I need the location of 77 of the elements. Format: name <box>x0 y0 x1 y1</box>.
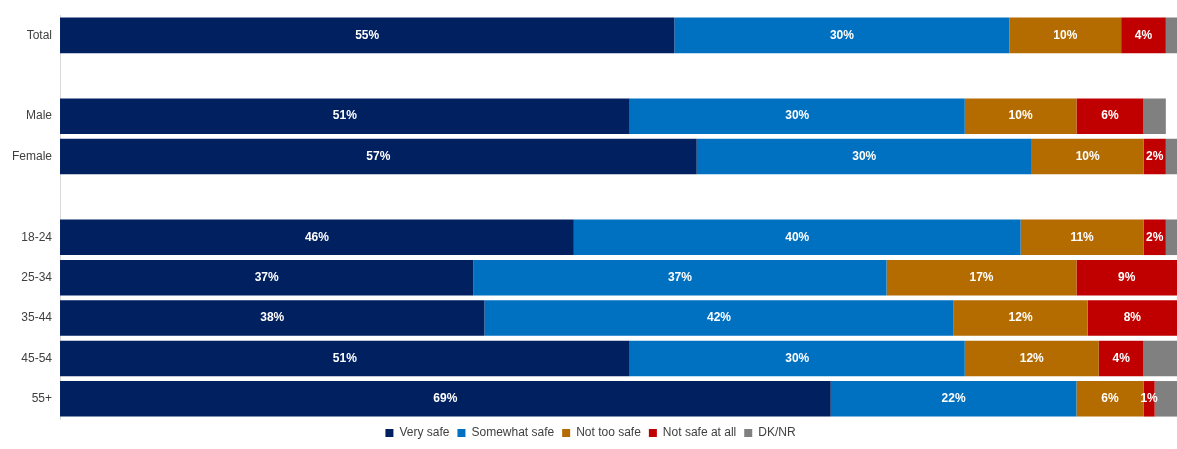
bar <box>964 98 1077 134</box>
data-label: 30% <box>829 27 855 42</box>
y-tick-label: 45-54 <box>21 350 53 365</box>
data-label: 9% <box>1118 269 1136 284</box>
bar <box>1121 17 1166 54</box>
bar <box>1076 259 1177 296</box>
bar <box>1009 17 1122 54</box>
legend-label: Somewhat safe <box>471 425 555 440</box>
bar <box>1165 138 1177 175</box>
data-label: 22% <box>941 391 966 406</box>
y-tick-label: 18-24 <box>21 229 53 244</box>
data-label: 2% <box>1145 229 1164 244</box>
data-label: 12% <box>1019 350 1045 365</box>
data-label: 30% <box>852 148 877 163</box>
bar <box>1020 219 1144 256</box>
bar <box>696 138 1032 175</box>
data-label: 10% <box>1053 27 1078 42</box>
data-label: 12% <box>1008 310 1033 325</box>
bar <box>674 17 1010 54</box>
data-label: 1% <box>1140 391 1159 406</box>
data-label: 17% <box>969 269 994 284</box>
data-label: 8% <box>1123 310 1142 325</box>
bar <box>60 219 574 256</box>
data-label: 40% <box>785 229 810 244</box>
bar <box>60 98 630 134</box>
bar <box>573 219 1021 256</box>
data-label: 46% <box>304 229 330 244</box>
bar <box>964 340 1099 377</box>
bar <box>1087 300 1177 336</box>
data-label: 37% <box>254 269 279 284</box>
y-tick-label: 35-44 <box>21 310 53 325</box>
data-label: 51% <box>332 108 358 123</box>
bar <box>1031 138 1144 175</box>
bar <box>953 300 1088 336</box>
bar <box>60 17 675 54</box>
bar <box>60 259 474 296</box>
y-tick-label: 25-34 <box>21 269 53 284</box>
bar <box>1076 98 1144 134</box>
data-label: 10% <box>1075 148 1100 163</box>
data-label: 2% <box>1145 148 1164 163</box>
data-label: 38% <box>260 310 285 325</box>
data-label: 30% <box>785 108 810 123</box>
data-label: 57% <box>366 148 391 163</box>
data-label: 4% <box>1112 350 1131 365</box>
bar <box>60 340 630 377</box>
data-label: 4% <box>1134 27 1153 42</box>
y-tick-label: Male <box>26 108 53 123</box>
bar <box>1143 340 1177 377</box>
bar <box>484 300 954 336</box>
y-tick-label: Total <box>26 27 53 42</box>
data-label: 11% <box>1070 229 1095 244</box>
bar <box>60 381 831 417</box>
bar <box>1165 219 1177 256</box>
y-tick-label: 55+ <box>31 391 53 406</box>
data-label: 37% <box>667 269 693 284</box>
data-label: 69% <box>433 391 458 406</box>
bar <box>1165 17 1177 54</box>
legend-label: Very safe <box>399 425 450 440</box>
bar <box>830 381 1077 417</box>
data-label: 6% <box>1101 391 1119 406</box>
data-label: 6% <box>1101 108 1119 123</box>
legend-label: Not too safe <box>576 425 642 440</box>
bar <box>1143 98 1166 134</box>
data-label: 10% <box>1008 108 1033 123</box>
bar <box>473 259 887 296</box>
legend-label: DK/NR <box>758 425 796 440</box>
bar <box>60 300 485 336</box>
legend-label: Not safe at all <box>662 425 737 440</box>
bar <box>60 138 697 175</box>
data-label: 51% <box>332 350 358 365</box>
bar <box>886 259 1077 296</box>
data-label: 42% <box>707 310 732 325</box>
data-label: 55% <box>355 27 380 42</box>
y-tick-label: Female <box>12 148 53 163</box>
bar <box>629 98 965 134</box>
data-label: 30% <box>785 350 810 365</box>
bar <box>629 340 965 377</box>
